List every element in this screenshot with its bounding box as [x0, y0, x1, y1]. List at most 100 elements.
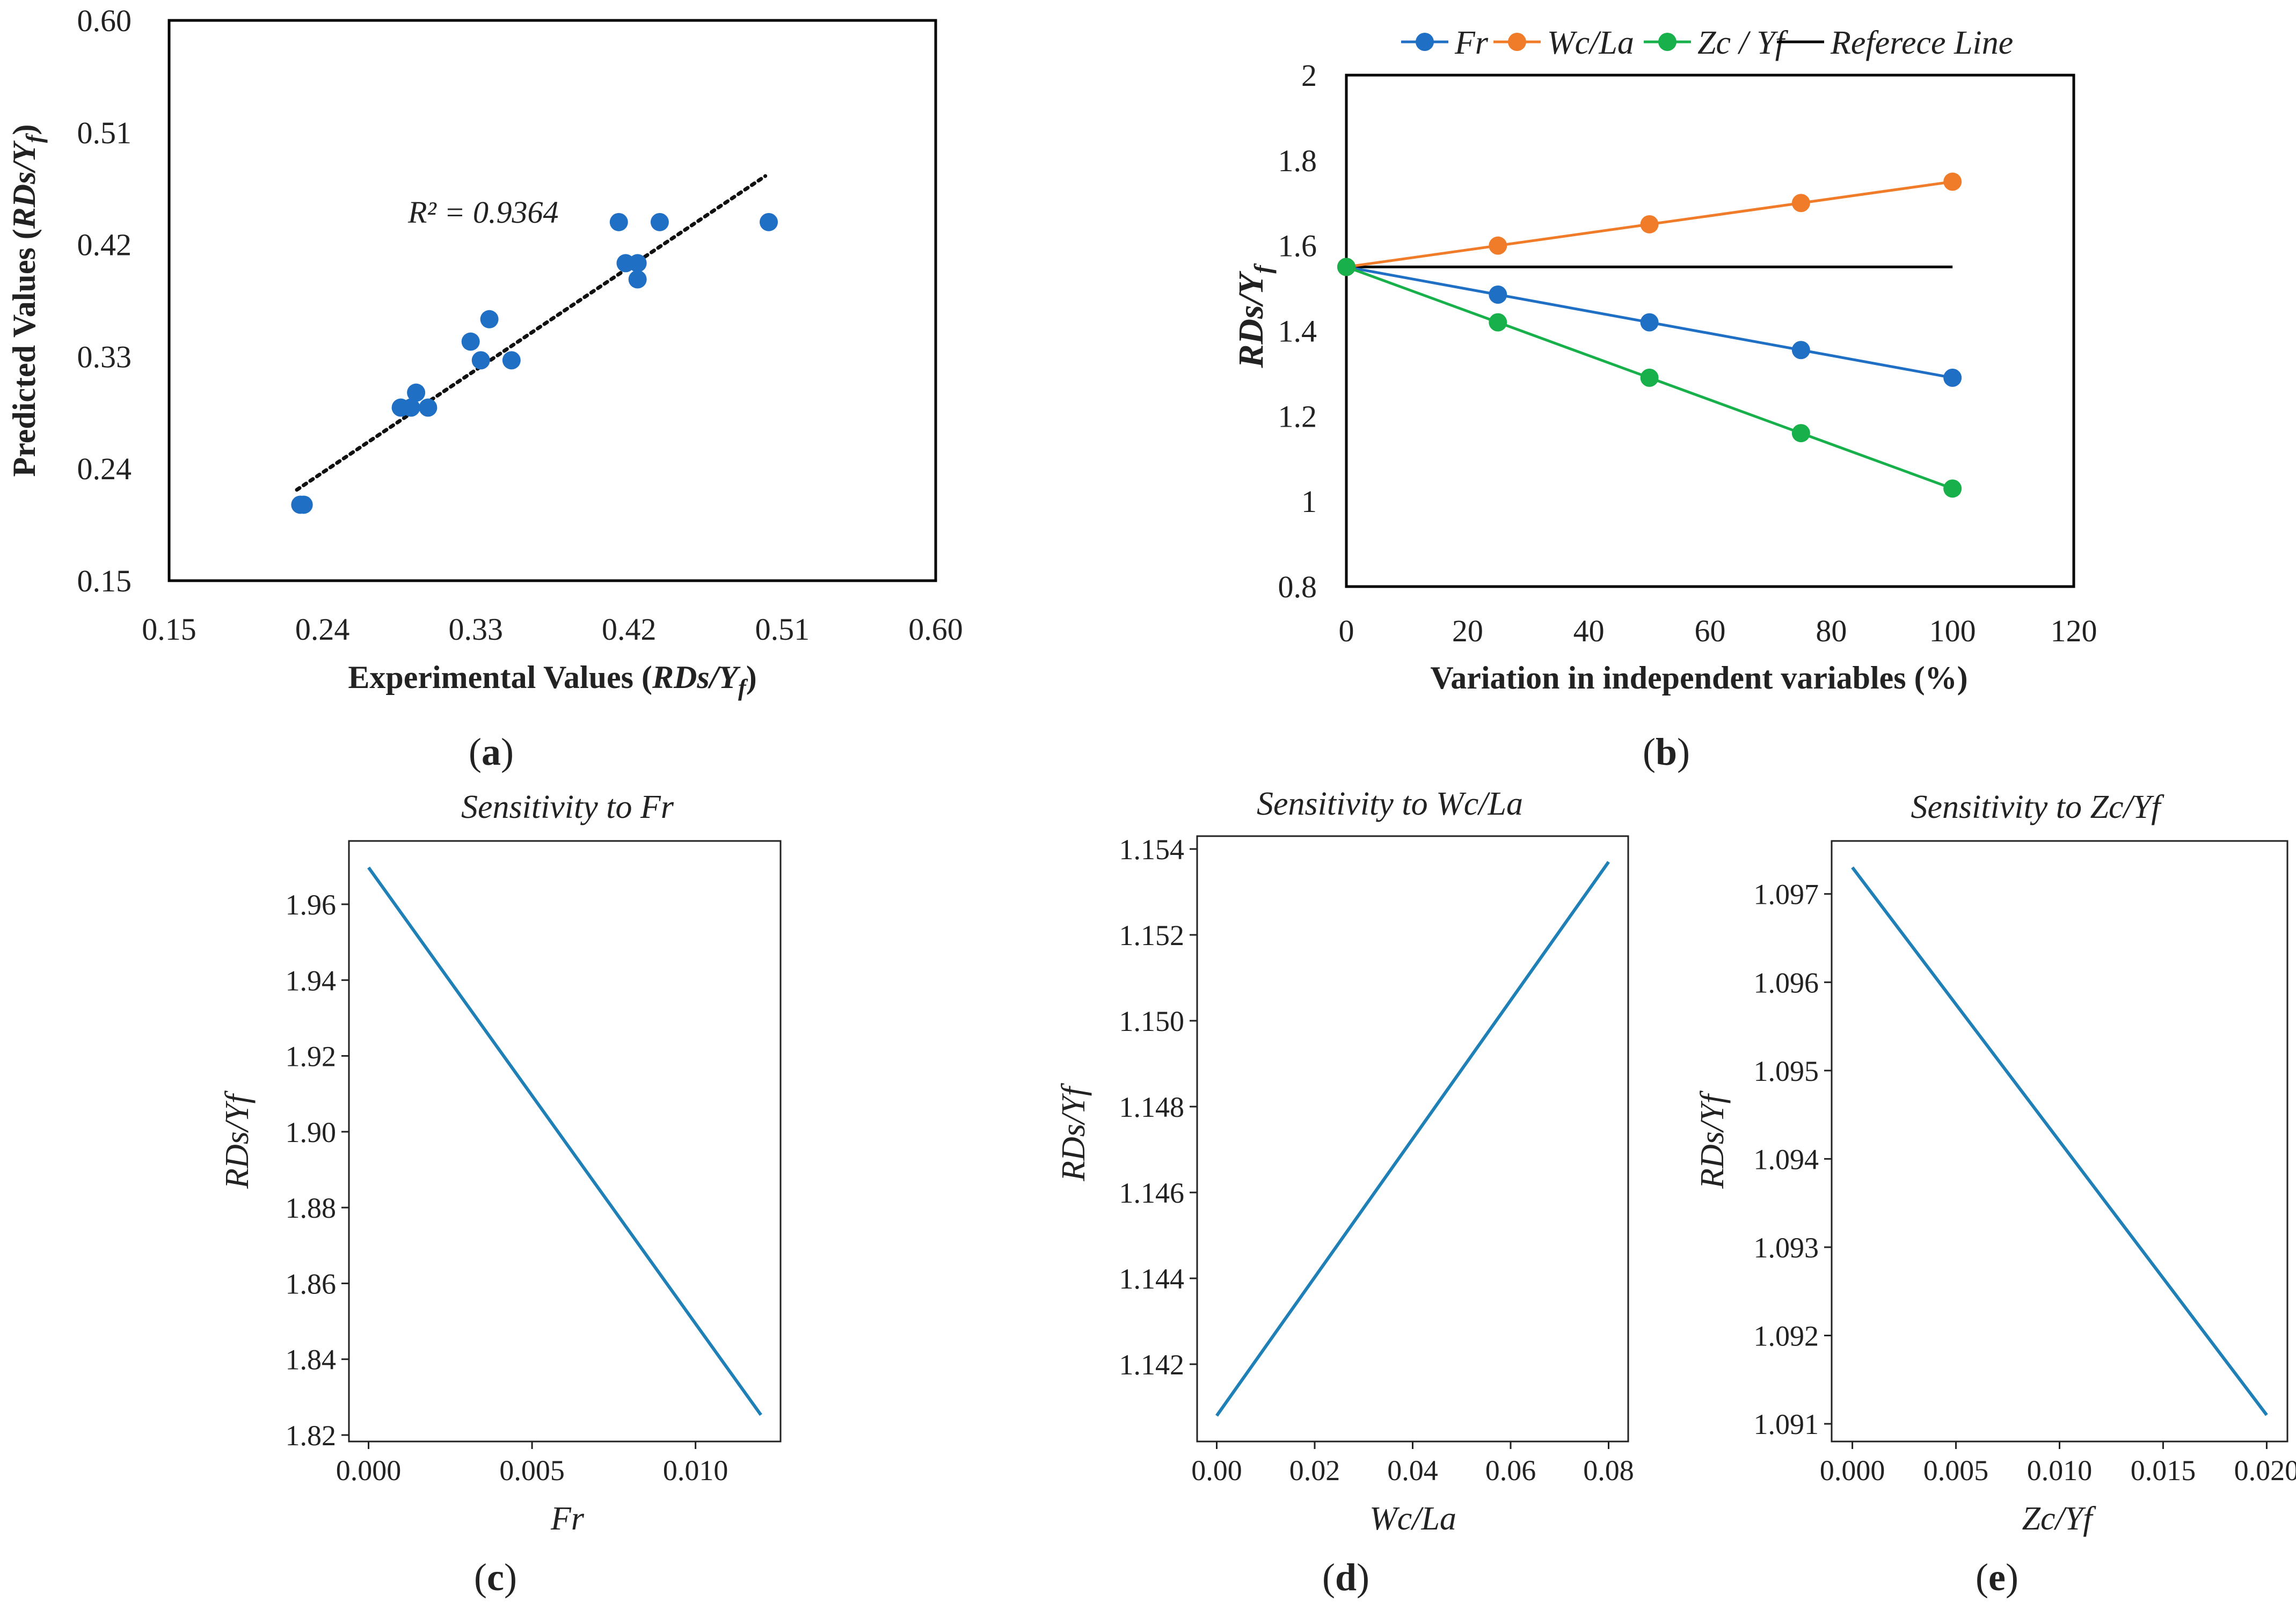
- y-tick-label: 1.90: [286, 1116, 337, 1148]
- y-tick-label: 1.144: [1119, 1263, 1185, 1295]
- x-tick-label: 0.51: [755, 612, 810, 647]
- x-tick-label: 80: [1816, 613, 1847, 648]
- y-tick-label: 1.152: [1119, 919, 1185, 952]
- x-tick-label: 0.42: [602, 612, 657, 647]
- y-tick-label: 1.094: [1754, 1143, 1819, 1175]
- legend-label: Fr: [1454, 25, 1489, 61]
- panel-c-ticks: 1.82 1.84 1.86 1.88 1.90 1.92 1.94 1.96 0.000 0.0…: [286, 889, 728, 1487]
- x-tick-label: 0.020: [2234, 1454, 2296, 1487]
- panel-c-sensitivity-fr: Sensitivity to Fr 1.821.841.861.881.901.…: [219, 789, 782, 1599]
- y-tick-label: 0.15: [77, 564, 132, 598]
- y-tick-label: 1.88: [286, 1192, 337, 1224]
- panel-a-trendline: [295, 174, 768, 492]
- series-marker: [1489, 236, 1507, 255]
- panel-a-frame: [167, 19, 937, 582]
- legend-swatch-marker: [1508, 33, 1526, 51]
- y-tick-label: 2: [1301, 58, 1317, 93]
- scatter-point: [650, 213, 669, 231]
- panel-b-legend: Fr Wc/La Zc / Yf Referece Line: [1401, 25, 2013, 61]
- panel-a-caption: (a): [469, 730, 514, 773]
- y-tick-label: 1.150: [1119, 1005, 1185, 1037]
- panel-d-x-axis-label: Wc/La: [1369, 1501, 1456, 1537]
- scatter-point: [628, 254, 647, 273]
- series-marker: [1791, 194, 1810, 213]
- y-tick-label: 1.84: [286, 1344, 337, 1376]
- panel-d-y-axis-label: RDs/Yf: [1055, 1082, 1092, 1181]
- series-marker: [1640, 368, 1659, 387]
- x-tick-label: 0.24: [295, 612, 350, 647]
- x-tick-label: 120: [2051, 613, 2097, 648]
- y-tick-label: 1.148: [1119, 1091, 1185, 1123]
- x-tick-label: 0.005: [1923, 1454, 1989, 1487]
- series-marker: [1337, 258, 1355, 276]
- panel-a-points: [291, 213, 778, 514]
- y-tick-label: 1.96: [286, 889, 337, 921]
- y-tick-label: 1.82: [286, 1419, 337, 1452]
- panel-b-caption: (b): [1643, 730, 1690, 773]
- panel-a-y-axis-label: Predicted Values (RDs/Yf): [6, 125, 48, 477]
- panel-b-frame: [1345, 74, 2075, 588]
- panel-c-frame: [348, 840, 782, 1443]
- legend-label: Wc/La: [1547, 25, 1634, 61]
- y-tick-label: 1.095: [1754, 1055, 1819, 1087]
- x-tick-label: 0.33: [448, 612, 503, 647]
- scatter-point: [461, 332, 480, 351]
- panel-a-y-tick-labels: 0.15 0.24 0.33 0.42 0.51 0.60: [77, 3, 132, 598]
- scatter-point: [628, 270, 647, 289]
- y-tick-label: 0.51: [77, 115, 132, 150]
- y-tick-label: 1.4: [1278, 314, 1317, 349]
- series-marker: [1791, 424, 1810, 443]
- panel-e-sensitivity-zcyf: Sensitivity to Zc/Yf 1.0911.0921.0931.09…: [1694, 789, 2296, 1599]
- y-tick-label: 0.24: [77, 451, 132, 486]
- x-tick-label: 0.015: [2131, 1454, 2196, 1487]
- y-tick-label: 0.42: [77, 228, 132, 262]
- x-tick-label: 0.000: [336, 1454, 402, 1487]
- legend-label: Zc / Yf: [1697, 25, 1789, 61]
- panel-b-y-tick-labels: 0.8 1 1.2 1.4 1.6 1.8 2: [1278, 58, 1317, 604]
- y-tick-label: 1.097: [1754, 879, 1819, 911]
- x-tick-label: 0.15: [142, 612, 196, 647]
- panel-a-x-axis-label: Experimental Values (RDs/Yf): [348, 660, 756, 701]
- scatter-point: [760, 213, 778, 231]
- series-marker: [1489, 285, 1507, 304]
- x-tick-label: 0.000: [1820, 1454, 1885, 1487]
- x-tick-label: 0.60: [908, 612, 963, 647]
- series-marker: [1943, 479, 1962, 498]
- scatter-point: [419, 398, 438, 417]
- y-tick-label: 0.8: [1278, 569, 1317, 604]
- panel-a-scatter: 0.15 0.24 0.33 0.42 0.51 0.60 0.15 0.24 0.33 0.4…: [6, 3, 963, 773]
- y-tick-label: 1.94: [286, 964, 337, 997]
- scatter-point: [402, 398, 420, 417]
- panel-d-title: Sensitivity to Wc/La: [1257, 786, 1523, 822]
- panel-c-title: Sensitivity to Fr: [461, 789, 674, 825]
- x-tick-label: 0.04: [1387, 1454, 1438, 1487]
- legend-label: Referece Line: [1830, 25, 2013, 61]
- panel-d-caption: (d): [1322, 1556, 1369, 1599]
- panel-e-y-axis-label: RDs/Yf: [1694, 1090, 1731, 1189]
- panel-b-x-tick-labels: 0 20 40 60 80 100 120: [1339, 613, 2097, 648]
- panel-b-series: [1337, 172, 1962, 498]
- panel-d-line: [1215, 861, 1610, 1417]
- panel-a-x-tick-labels: 0.15 0.24 0.33 0.42 0.51 0.60: [142, 612, 963, 647]
- y-tick-label: 1.86: [286, 1268, 337, 1300]
- panel-c-line: [367, 866, 762, 1416]
- y-tick-label: 1.091: [1754, 1408, 1819, 1440]
- x-tick-label: 0.08: [1583, 1454, 1634, 1487]
- y-tick-label: 1.92: [286, 1041, 337, 1073]
- series-marker: [1489, 313, 1507, 332]
- series-marker: [1943, 368, 1962, 387]
- panel-c-caption: (c): [474, 1556, 517, 1599]
- y-tick-label: 1.154: [1119, 833, 1185, 866]
- series-marker: [1640, 215, 1659, 233]
- y-tick-label: 1.2: [1278, 399, 1317, 434]
- y-tick-label: 1.092: [1754, 1320, 1819, 1352]
- x-tick-label: 0: [1339, 613, 1354, 648]
- series-marker: [1943, 172, 1962, 191]
- scatter-point: [294, 495, 313, 514]
- panel-c-y-axis-label: RDs/Yf: [219, 1090, 256, 1189]
- x-tick-label: 0.010: [663, 1454, 728, 1487]
- y-tick-label: 1.146: [1119, 1177, 1185, 1209]
- x-tick-label: 0.00: [1191, 1454, 1242, 1487]
- y-tick-label: 0.33: [77, 339, 132, 374]
